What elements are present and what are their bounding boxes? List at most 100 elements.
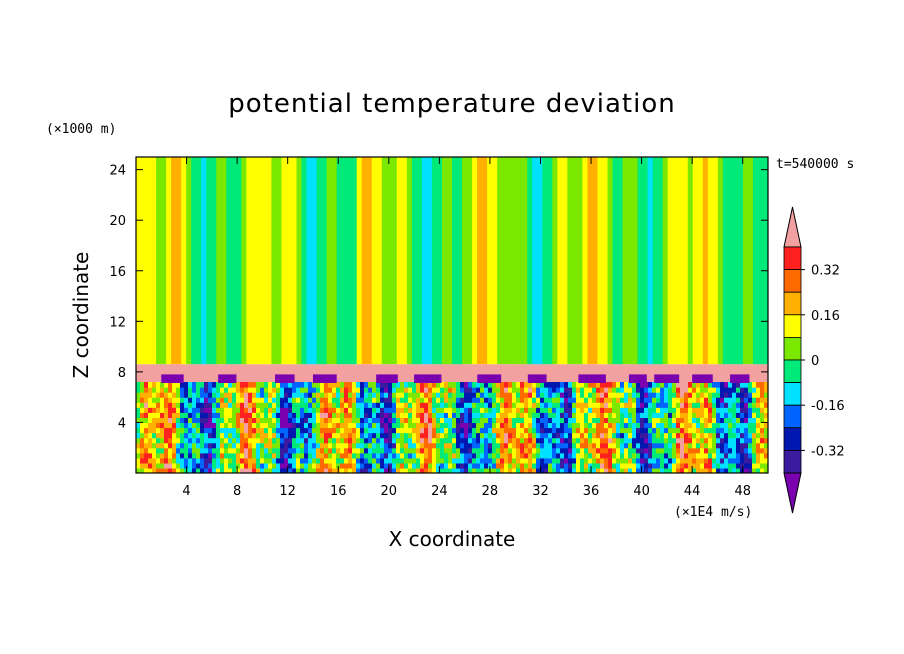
field-cell-upper [607,157,614,365]
field-cell-lower [236,442,241,449]
field-cell-lower [704,397,709,403]
field-cell-lower [280,422,285,429]
field-cell-lower [292,447,297,454]
field-cell-lower [748,457,753,464]
field-cell-lower [576,467,581,473]
field-cell-lower [380,422,385,429]
field-cell-lower [628,407,633,413]
field-cell-lower [252,417,257,424]
field-cell-lower [252,447,257,454]
field-cell-lower [752,407,757,413]
field-cell-lower [272,442,277,449]
field-cell-lower [756,467,761,473]
field-cell-lower [512,427,517,434]
inversion-purple-patch [692,374,713,383]
field-cell-lower [268,467,273,473]
field-cell-lower [636,452,641,459]
field-cell-lower [364,467,369,473]
field-cell-lower [192,432,197,439]
field-cell-lower [364,452,369,459]
field-cell-lower [672,381,677,388]
field-cell-lower [300,422,305,429]
field-cell-lower [572,422,577,429]
field-cell-lower [716,447,721,454]
field-cell-lower [608,467,613,473]
field-cell-lower [212,407,217,413]
field-cell-lower [464,432,469,439]
field-cell-lower [368,432,373,439]
field-cell-lower [200,442,205,449]
field-cell-lower [292,452,297,459]
field-cell-lower [452,412,457,418]
field-cell-lower [444,442,449,449]
field-cell-lower [220,427,225,434]
field-cell-lower [572,432,577,439]
field-cell-upper [336,157,343,365]
field-cell-lower [200,402,205,408]
field-cell-upper [687,157,694,365]
field-cell-lower [620,422,625,429]
field-cell-lower [352,427,357,434]
field-cell-lower [724,417,729,424]
field-cell-lower [668,437,673,444]
field-cell-lower [524,467,529,473]
field-cell-lower [620,397,625,403]
field-cell-lower [564,392,569,398]
field-cell-lower [352,457,357,464]
field-cell-lower [476,467,481,473]
field-cell-lower [252,457,257,464]
field-cell-lower [692,392,697,398]
field-cell-lower [400,452,405,459]
field-cell-lower [452,392,457,398]
field-cell-lower [452,417,457,424]
field-cell-lower [620,467,625,473]
field-cell-lower [712,442,717,449]
field-cell-lower [380,392,385,398]
field-cell-lower [680,427,685,434]
field-cell-lower [332,381,337,388]
field-cell-lower [672,392,677,398]
field-cell-lower [748,462,753,469]
field-cell-lower [208,442,213,449]
field-cell-lower [520,467,525,473]
field-cell-lower [248,467,253,473]
field-cell-lower [436,462,441,469]
field-cell-lower [408,392,413,398]
field-cell-lower [568,407,573,413]
field-cell-lower [612,417,617,424]
field-cell-lower [276,427,281,434]
field-cell-lower [292,402,297,408]
field-cell-lower [332,452,337,459]
field-cell-lower [428,417,433,424]
field-cell-lower [484,467,489,473]
field-cell-lower [156,392,161,398]
field-cell-lower [744,457,749,464]
field-cell-lower [324,467,329,473]
field-cell-lower [388,387,393,393]
field-cell-lower [408,422,413,429]
field-cell-lower [736,397,741,403]
field-cell-lower [592,432,597,439]
field-cell-lower [144,452,149,459]
field-cell-lower [520,412,525,418]
field-cell-lower [400,437,405,444]
field-cell-lower [452,462,457,469]
field-cell-upper [446,157,453,365]
field-cell-lower [468,397,473,403]
field-cell-lower [164,392,169,398]
field-cell-lower [636,381,641,388]
field-cell-lower [604,427,609,434]
field-cell-lower [552,442,557,449]
field-cell-lower [584,422,589,429]
field-cell-lower [204,452,209,459]
field-cell-lower [364,442,369,449]
field-cell-lower [560,412,565,418]
field-cell-lower [604,437,609,444]
field-cell-lower [308,442,313,449]
field-cell-lower [156,412,161,418]
field-cell-lower [524,432,529,439]
field-cell-lower [540,462,545,469]
field-cell-lower [344,407,349,413]
field-cell-lower [576,381,581,388]
field-cell-lower [320,412,325,418]
